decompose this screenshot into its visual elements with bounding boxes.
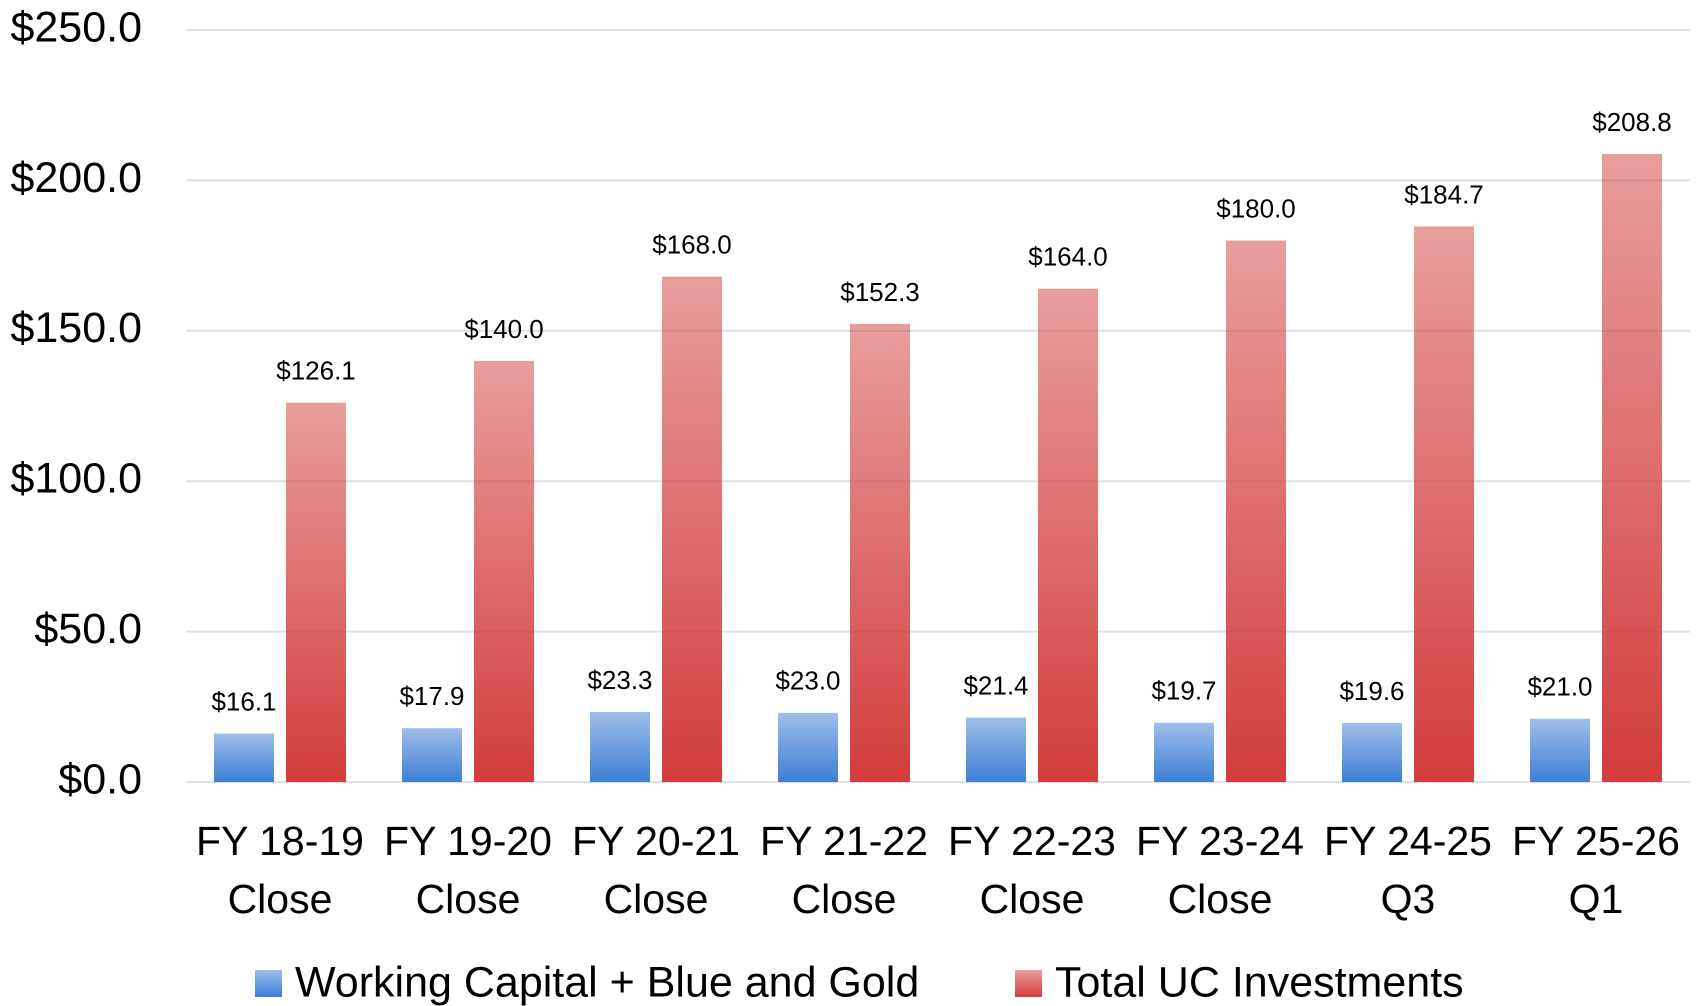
value-label: $168.0 [652,230,732,260]
value-label: $21.0 [1527,672,1592,702]
value-label: $17.9 [399,681,464,711]
y-tick-label: $100.0 [10,455,142,503]
legend-swatch [255,970,282,997]
y-tick-label: $250.0 [10,3,142,51]
bar [1342,723,1402,782]
value-label: $140.0 [464,314,544,344]
x-tick-label: FY 19-20 [384,818,552,864]
value-label: $208.8 [1592,107,1672,137]
y-tick-label: $150.0 [10,304,142,352]
x-tick-label: FY 25-26 [1512,818,1680,864]
value-label: $21.4 [963,671,1028,701]
value-label: $184.7 [1404,179,1484,209]
bar [1602,153,1662,783]
y-tick-label: $50.0 [34,605,142,653]
x-tick-label: FY 24-25 [1324,818,1492,864]
bar [1154,722,1214,782]
x-tick-label: Q3 [1381,876,1436,922]
x-tick-label: Close [980,876,1085,922]
x-tick-label: FY 23-24 [1136,818,1304,864]
bar [1226,240,1286,782]
value-label: $16.1 [211,686,276,716]
value-label: $180.0 [1216,193,1296,223]
value-label: $152.3 [840,277,920,307]
value-label: $126.1 [276,356,356,386]
value-label: $164.0 [1028,242,1108,272]
value-label: $19.7 [1151,676,1216,706]
value-label: $23.0 [775,666,840,696]
legend-label: Working Capital + Blue and Gold [295,958,919,1006]
x-tick-label: FY 18-19 [196,818,364,864]
x-tick-label: FY 22-23 [948,818,1116,864]
y-tick-label: $200.0 [10,154,142,202]
bar [590,711,650,782]
legend-swatch [1015,970,1042,997]
x-tick-label: Close [416,876,521,922]
bar [474,360,534,782]
bar [662,276,722,782]
bar [966,717,1026,782]
bar [1530,718,1590,782]
bar [850,323,910,782]
x-tick-label: FY 20-21 [572,818,740,864]
value-label: $19.6 [1339,676,1404,706]
x-tick-label: Close [228,876,333,922]
bar [1038,288,1098,782]
legend-label: Total UC Investments [1055,958,1464,1006]
y-tick-label: $0.0 [58,755,142,803]
value-label: $23.3 [587,665,652,695]
x-tick-label: Close [1168,876,1273,922]
bar [1414,226,1474,783]
bar [286,402,346,782]
bar [214,733,274,782]
bar [402,728,462,782]
x-tick-label: Close [604,876,709,922]
x-tick-label: Close [792,876,897,922]
x-tick-label: Q1 [1569,876,1624,922]
x-tick-label: FY 21-22 [760,818,928,864]
bar [778,712,838,782]
